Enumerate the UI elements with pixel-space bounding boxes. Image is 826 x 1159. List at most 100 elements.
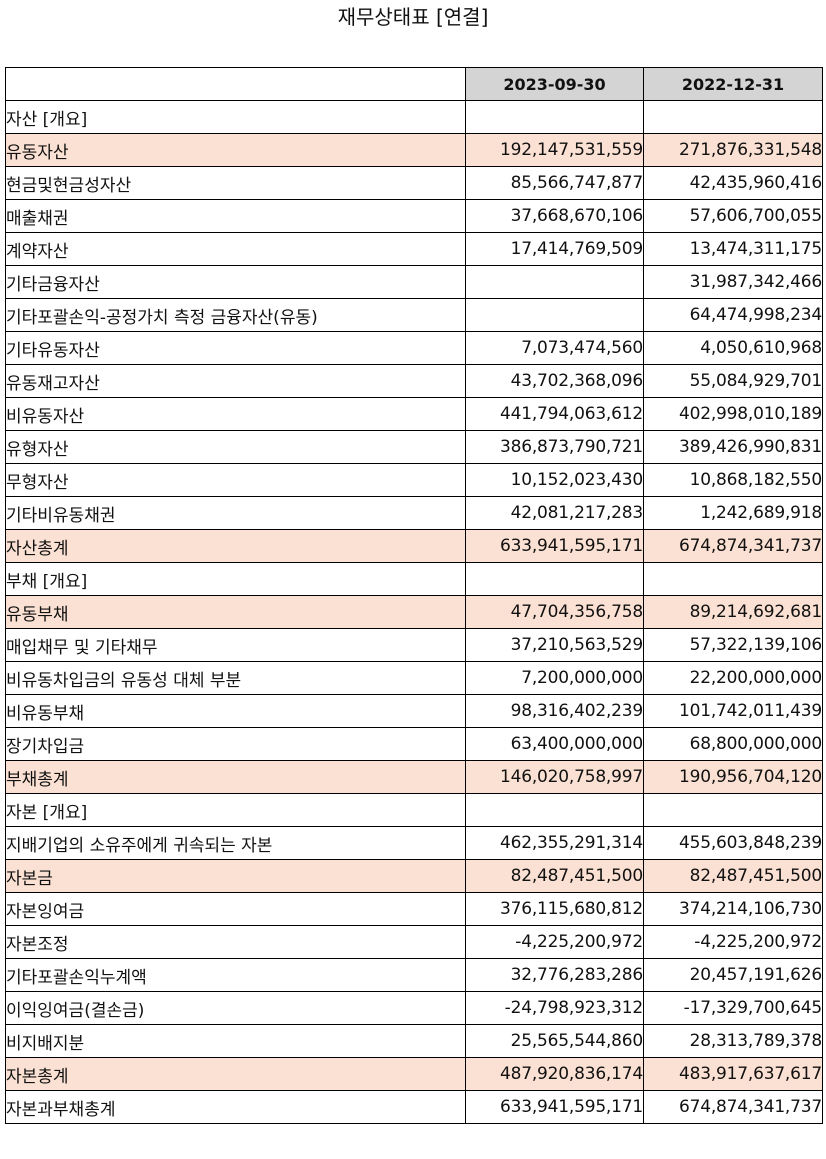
row-label: 무형자산 [5,463,466,497]
value-2022-12-31: 13,474,311,175 [643,232,823,266]
column-header-2023-09-30: 2023-09-30 [465,67,644,101]
table-row: 자본금 82,487,451,500 82,487,451,500 [5,859,823,893]
value-2023-09-30: 441,794,063,612 [465,397,644,431]
table-row: 자본잉여금 376,115,680,812 374,214,106,730 [5,892,823,926]
table-row: 비유동자산 441,794,063,612 402,998,010,189 [5,397,823,431]
row-label: 비유동부채 [5,694,466,728]
value-2022-12-31: 271,876,331,548 [643,133,823,167]
row-label: 장기차입금 [5,727,466,761]
value-2023-09-30: 98,316,402,239 [465,694,644,728]
value-2023-09-30: 487,920,836,174 [465,1057,644,1091]
value-2022-12-31: 57,322,139,106 [643,628,823,662]
value-2023-09-30 [465,298,644,332]
table-row: 자본총계 487,920,836,174 483,917,637,617 [5,1057,823,1091]
table-row: 무형자산 10,152,023,430 10,868,182,550 [5,463,823,497]
row-label: 부채 [개요] [5,562,466,596]
row-label: 비지배지분 [5,1024,466,1058]
row-label: 비유동자산 [5,397,466,431]
value-2023-09-30 [465,562,644,596]
value-2023-09-30: 32,776,283,286 [465,958,644,992]
table-row: 기타금융자산 31,987,342,466 [5,265,823,299]
row-label: 비유동차입금의 유동성 대체 부분 [5,661,466,695]
row-label: 매출채권 [5,199,466,233]
value-2022-12-31: 4,050,610,968 [643,331,823,365]
value-2022-12-31: -17,329,700,645 [643,991,823,1025]
row-label: 기타비유동채권 [5,496,466,530]
value-2022-12-31: 82,487,451,500 [643,859,823,893]
table-row: 자산 [개요] [5,100,823,134]
value-2022-12-31: 190,956,704,120 [643,760,823,794]
value-2022-12-31: 101,742,011,439 [643,694,823,728]
table-header: 2023-09-30 2022-12-31 [5,67,823,101]
value-2023-09-30: 37,668,670,106 [465,199,644,233]
value-2023-09-30: -4,225,200,972 [465,925,644,959]
row-label: 계약자산 [5,232,466,266]
value-2022-12-31: -4,225,200,972 [643,925,823,959]
value-2022-12-31: 22,200,000,000 [643,661,823,695]
value-2023-09-30: 376,115,680,812 [465,892,644,926]
value-2023-09-30: 7,073,474,560 [465,331,644,365]
value-2022-12-31: 57,606,700,055 [643,199,823,233]
row-label: 유동부채 [5,595,466,629]
value-2023-09-30: 192,147,531,559 [465,133,644,167]
value-2022-12-31 [643,100,823,134]
table-row: 자본과부채총계 633,941,595,171 674,874,341,737 [5,1090,823,1124]
value-2022-12-31: 68,800,000,000 [643,727,823,761]
value-2022-12-31: 1,242,689,918 [643,496,823,530]
row-label: 현금및현금성자산 [5,166,466,200]
header-row: 2023-09-30 2022-12-31 [5,67,823,101]
value-2022-12-31: 10,868,182,550 [643,463,823,497]
row-label: 부채총계 [5,760,466,794]
value-2023-09-30: 633,941,595,171 [465,1090,644,1124]
value-2023-09-30: 146,020,758,997 [465,760,644,794]
table-row: 자본조정 -4,225,200,972 -4,225,200,972 [5,925,823,959]
balance-sheet-table: 2023-09-30 2022-12-31 자산 [개요] 유동자산 192,147… [5,67,823,1124]
value-2022-12-31: 64,474,998,234 [643,298,823,332]
table-row: 계약자산 17,414,769,509 13,474,311,175 [5,232,823,266]
value-2022-12-31: 31,987,342,466 [643,265,823,299]
table-row: 비유동차입금의 유동성 대체 부분 7,200,000,000 22,200,000… [5,661,823,695]
column-header-2022-12-31: 2022-12-31 [643,67,823,101]
row-label: 기타포괄손익-공정가치 측정 금융자산(유동) [5,298,466,332]
row-label: 자산 [개요] [5,100,466,134]
table-row: 지배기업의 소유주에게 귀속되는 자본 462,355,291,314 455,60… [5,826,823,860]
value-2023-09-30: 462,355,291,314 [465,826,644,860]
value-2022-12-31: 674,874,341,737 [643,1090,823,1124]
row-label: 유동자산 [5,133,466,167]
value-2022-12-31: 483,917,637,617 [643,1057,823,1091]
table-row: 장기차입금 63,400,000,000 68,800,000,000 [5,727,823,761]
row-label: 기타금융자산 [5,265,466,299]
table-row: 부채총계 146,020,758,997 190,956,704,120 [5,760,823,794]
table-row: 유동재고자산 43,702,368,096 55,084,929,701 [5,364,823,398]
table-row: 매출채권 37,668,670,106 57,606,700,055 [5,199,823,233]
row-label: 자본금 [5,859,466,893]
value-2023-09-30: 37,210,563,529 [465,628,644,662]
row-label: 자본과부채총계 [5,1090,466,1124]
value-2023-09-30: 386,873,790,721 [465,430,644,464]
row-label: 지배기업의 소유주에게 귀속되는 자본 [5,826,466,860]
row-label: 자본잉여금 [5,892,466,926]
value-2022-12-31: 20,457,191,626 [643,958,823,992]
table-row: 기타포괄손익누계액 32,776,283,286 20,457,191,626 [5,958,823,992]
table-row: 현금및현금성자산 85,566,747,877 42,435,960,416 [5,166,823,200]
row-label: 자본총계 [5,1057,466,1091]
value-2022-12-31: 674,874,341,737 [643,529,823,563]
value-2023-09-30: 25,565,544,860 [465,1024,644,1058]
value-2022-12-31: 455,603,848,239 [643,826,823,860]
row-label: 자본조정 [5,925,466,959]
row-label: 기타포괄손익누계액 [5,958,466,992]
value-2023-09-30: 633,941,595,171 [465,529,644,563]
table-row: 유형자산 386,873,790,721 389,426,990,831 [5,430,823,464]
value-2022-12-31: 402,998,010,189 [643,397,823,431]
value-2023-09-30: 82,487,451,500 [465,859,644,893]
row-label: 매입채무 및 기타채무 [5,628,466,662]
table-row: 기타비유동채권 42,081,217,283 1,242,689,918 [5,496,823,530]
value-2023-09-30: 63,400,000,000 [465,727,644,761]
table-row: 유동부채 47,704,356,758 89,214,692,681 [5,595,823,629]
table-row: 이익잉여금(결손금) -24,798,923,312 -17,329,700,645 [5,991,823,1025]
table-row: 기타유동자산 7,073,474,560 4,050,610,968 [5,331,823,365]
row-label: 이익잉여금(결손금) [5,991,466,1025]
table-row: 자산총계 633,941,595,171 674,874,341,737 [5,529,823,563]
table-row: 자본 [개요] [5,793,823,827]
page-title: 재무상태표 [연결] [337,5,489,29]
